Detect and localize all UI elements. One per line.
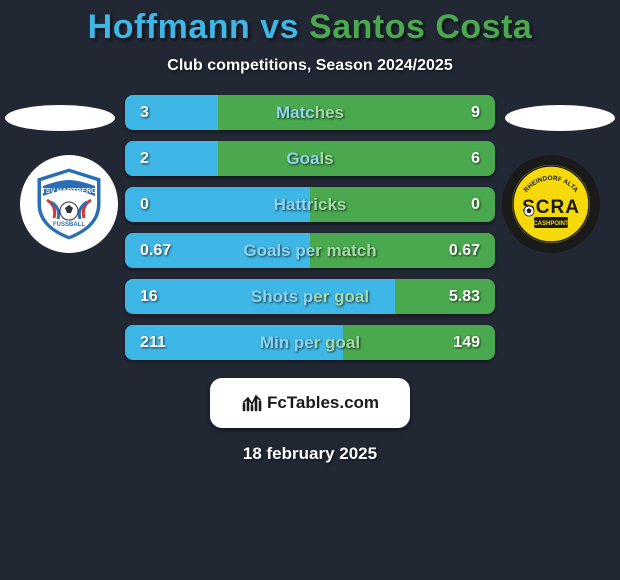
date-label: 18 february 2025 — [0, 444, 620, 464]
stat-value-right: 0.67 — [449, 242, 480, 260]
team-logo-left: TSV HARTBERG FUSSBALL — [20, 155, 118, 253]
stat-bar: 3 Matches 9 — [125, 95, 495, 130]
vs-text: vs — [250, 8, 309, 46]
fctables-label: FcTables.com — [241, 392, 379, 414]
stat-bar: 2 Goals 6 — [125, 141, 495, 176]
stat-value-left: 3 — [140, 104, 149, 122]
player-a-name: Hoffmann — [88, 8, 251, 46]
main-area: TSV HARTBERG FUSSBALL RHEINDORF ALTA SCR… — [0, 95, 620, 464]
stat-value-right: 149 — [453, 334, 480, 352]
fctables-box: FcTables.com — [210, 378, 410, 428]
hartberg-logo-icon: TSV HARTBERG FUSSBALL — [29, 164, 109, 244]
fctables-text: FcTables.com — [267, 393, 379, 413]
stat-fill-right — [218, 95, 496, 130]
stat-fill-left — [125, 95, 218, 130]
stat-label: Min per goal — [260, 333, 360, 353]
left-ellipse-decor — [5, 105, 115, 131]
fctables-icon — [241, 392, 263, 414]
stat-label: Matches — [276, 103, 344, 123]
stat-value-left: 16 — [140, 288, 158, 306]
stat-value-right: 9 — [471, 104, 480, 122]
svg-text:TSV HARTBERG: TSV HARTBERG — [41, 188, 97, 195]
stat-value-right: 0 — [471, 196, 480, 214]
comparison-title: Hoffmann vs Santos Costa — [0, 0, 620, 47]
stat-bar: 16 Shots per goal 5.83 — [125, 279, 495, 314]
right-ellipse-decor — [505, 105, 615, 131]
stat-fill-right — [395, 279, 495, 314]
svg-text:FUSSBALL: FUSSBALL — [53, 222, 85, 228]
stat-value-left: 211 — [140, 334, 166, 352]
stat-value-left: 2 — [140, 150, 149, 168]
stat-value-left: 0.67 — [140, 242, 171, 260]
stat-value-right: 5.83 — [449, 288, 480, 306]
stat-label: Hattricks — [274, 195, 347, 215]
stat-value-left: 0 — [140, 196, 149, 214]
stat-value-right: 6 — [471, 150, 480, 168]
stat-fill-left — [125, 141, 218, 176]
stat-fill-right — [218, 141, 496, 176]
stat-bar: 0.67 Goals per match 0.67 — [125, 233, 495, 268]
stat-label: Shots per goal — [251, 287, 369, 307]
team-logo-right: RHEINDORF ALTA SCRA CASHPOINT — [502, 155, 600, 253]
stat-label: Goals per match — [243, 241, 376, 261]
stat-label: Goals — [286, 149, 333, 169]
subtitle: Club competitions, Season 2024/2025 — [0, 57, 620, 75]
stat-bar: 211 Min per goal 149 — [125, 325, 495, 360]
player-b-name: Santos Costa — [309, 8, 532, 46]
stats-column: 3 Matches 9 2 Goals 6 0 Hattricks 0 0.67 Goals per… — [125, 95, 495, 360]
svg-text:CASHPOINT: CASHPOINT — [533, 221, 569, 227]
stat-bar: 0 Hattricks 0 — [125, 187, 495, 222]
scra-logo-icon: RHEINDORF ALTA SCRA CASHPOINT — [512, 165, 590, 243]
